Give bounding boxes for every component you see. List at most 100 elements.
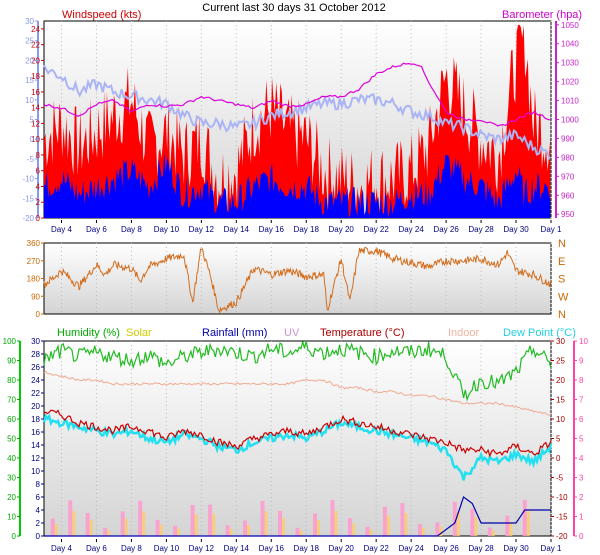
dew-point-label: Dew Point (°C)	[503, 327, 576, 339]
x-tick-label: Day 12	[189, 225, 215, 234]
series-barometer	[43, 62, 551, 127]
far-left-tick-label: 5	[30, 116, 35, 125]
plot-area-direction	[43, 242, 552, 315]
rainfall-label: Rainfall (mm)	[202, 327, 267, 339]
solar-bar	[177, 528, 181, 536]
barometer-tick-label: 1030	[561, 59, 579, 68]
x-tick-label: Day 24	[398, 225, 424, 234]
temperature-tick-label: 25	[556, 357, 565, 366]
uv-tick-label: 2	[579, 493, 584, 502]
windspeed-tick-label: 6	[36, 167, 41, 176]
temperature-tick-label: -15	[556, 513, 568, 522]
rainfall-tick-label: 2	[36, 519, 41, 528]
uv-tick-label: 0	[579, 532, 584, 541]
barometer-tick-label: 1020	[561, 78, 579, 87]
compass-tick-label: S	[558, 274, 565, 286]
uv-bar	[208, 504, 213, 536]
solar-bar	[421, 527, 425, 536]
barometer-label: Barometer (hpa)	[502, 9, 582, 21]
uv-bar	[365, 526, 370, 536]
uv-bar	[173, 525, 178, 536]
temperature-tick-label: -5	[556, 474, 564, 483]
humidity-tick-label: 70	[7, 396, 16, 405]
solar-bar	[72, 511, 76, 536]
marks-direction	[43, 246, 552, 315]
series-rainfall-mm-	[44, 496, 551, 537]
barometer-tick-label: 950	[561, 210, 575, 219]
x-tick-label: Day 30	[503, 544, 529, 553]
x-tick-label: Day 26	[433, 225, 459, 234]
grid-temperature	[60, 341, 552, 536]
x-tick-label: Day 8	[121, 225, 142, 234]
series-windspeed-average	[44, 151, 551, 218]
x-tick-label: Day 20	[329, 544, 355, 553]
direction-tick-label: 90	[31, 292, 40, 301]
solar-bar	[89, 519, 93, 536]
temperature-tick-label: 0	[556, 454, 561, 463]
barometer-tick-label: 990	[561, 134, 575, 143]
x-tick-label: Day 8	[121, 544, 142, 553]
solar-bar	[456, 512, 460, 536]
direction-tick-label: 180	[27, 275, 41, 284]
uv-bar	[85, 512, 90, 536]
humidity-tick-label: 100	[3, 337, 17, 346]
x-tick-label: Day 4	[51, 225, 72, 234]
uv-bar	[470, 508, 475, 536]
rainfall-tick-label: 20	[31, 402, 40, 411]
solar-bar	[491, 530, 495, 536]
windspeed-tick-label: 22	[31, 41, 40, 50]
solar-bar	[474, 517, 478, 536]
uv-bar	[312, 513, 317, 536]
uv-bar	[435, 522, 440, 536]
humidity-tick-label: 10	[7, 513, 16, 522]
humidity-tick-label: 80	[7, 376, 16, 385]
solar-bar	[194, 514, 198, 536]
solar-bar	[229, 528, 233, 536]
rainfall-tick-label: 0	[36, 532, 41, 541]
compass-tick-label: N	[558, 309, 566, 321]
far-left-tick-label: 25	[25, 37, 34, 46]
temperature-tick-label: 10	[556, 415, 565, 424]
barometer-tick-label: 1040	[561, 40, 579, 49]
ticks-temperature: 0102030405060708090100024681012141618202…	[3, 337, 589, 553]
solar-bar	[124, 518, 128, 536]
far-left-tick-label: 10	[25, 96, 34, 105]
solar-bar	[316, 520, 320, 536]
solar-bar	[212, 513, 216, 536]
uv-bar	[225, 525, 230, 536]
rainfall-tick-label: 12	[31, 454, 40, 463]
uv-bar	[487, 527, 492, 536]
x-tick-label: Day 18	[294, 225, 320, 234]
humidity-tick-label: 0	[12, 532, 17, 541]
solar-bar	[299, 530, 303, 536]
windspeed-tick-label: 12	[31, 119, 40, 128]
humidity-label: Humidity (%)	[57, 327, 120, 339]
humidity-tick-label: 40	[7, 454, 16, 463]
uv-tick-label: 10	[579, 337, 588, 346]
solar-bar	[404, 512, 408, 536]
windspeed-tick-label: 18	[31, 72, 40, 81]
windspeed-tick-label: 24	[31, 25, 40, 34]
uv-tick-label: 6	[579, 415, 584, 424]
x-tick-label: Day 22	[363, 225, 389, 234]
x-tick-label: Day 28	[468, 544, 494, 553]
uv-tick-label: 3	[579, 474, 584, 483]
x-tick-label: Day 10	[154, 225, 180, 234]
uv-tick-label: 8	[579, 376, 584, 385]
temperature-tick-label: 15	[556, 396, 565, 405]
compass-tick-label: W	[558, 291, 569, 303]
barometer-tick-label: 980	[561, 153, 575, 162]
temperature-tick-label: 20	[556, 376, 565, 385]
uv-bar	[50, 518, 55, 536]
x-tick-label: Day 20	[329, 225, 355, 234]
solar-bar	[264, 511, 268, 536]
rainfall-tick-label: 30	[31, 337, 40, 346]
far-left-tick-label: -10	[22, 175, 34, 184]
far-left-tick-label: -15	[22, 194, 34, 203]
uv-bar	[347, 518, 352, 536]
solar-bar	[369, 529, 373, 536]
windspeed-tick-label: 16	[31, 88, 40, 97]
x-tick-label: Day 16	[259, 225, 285, 234]
far-left-tick-label: 20	[25, 56, 34, 65]
panel-temperature-humidity: 0102030405060708090100024681012141618202…	[3, 327, 589, 553]
